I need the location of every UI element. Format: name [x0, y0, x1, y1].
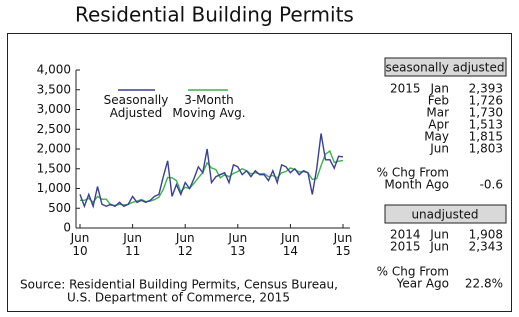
row-month: Jun: [429, 228, 449, 242]
row-value: 2,343: [469, 240, 503, 254]
y-tick-label: 500: [48, 201, 71, 215]
x-tick-label: Jun 14: [280, 231, 300, 258]
y-tick-label: 1,000: [37, 181, 71, 195]
change-label: Month Ago: [384, 178, 449, 192]
change-value: -0.6: [480, 178, 503, 192]
x-tick-label: Jun 12: [175, 231, 195, 258]
row-month: Jun: [429, 142, 449, 156]
un-header: unadjusted: [411, 208, 478, 222]
y-tick-label: 3,000: [37, 102, 71, 116]
change-value: 22.8%: [465, 277, 503, 291]
frame: [7, 33, 512, 312]
x-tick-label: Jun 11: [122, 231, 142, 258]
row-year: 2015: [390, 240, 421, 254]
row-month: May: [424, 130, 449, 144]
y-tick-label: 0: [63, 221, 71, 235]
row-month: Jun: [429, 240, 449, 254]
row-year: 2015: [390, 82, 421, 96]
x-tick-label: Jun 15: [333, 231, 353, 258]
row-month: Mar: [426, 106, 449, 120]
x-tick-label: Jun 10: [70, 231, 90, 258]
row-value: 1,908: [469, 228, 503, 242]
row-month: Apr: [428, 118, 449, 132]
y-tick-label: 2,000: [37, 142, 71, 156]
source: Source: Residential Building Permits, Ce…: [20, 278, 338, 292]
sa-header-box: [384, 57, 507, 77]
change-label: % Chg From: [377, 265, 449, 279]
row-value: 1,803: [469, 142, 503, 156]
change-label: % Chg From: [377, 166, 449, 180]
legend-label: Seasonally Adjusted: [104, 93, 169, 120]
legend-label: 3-Month Moving Avg.: [172, 93, 245, 120]
row-month: Feb: [428, 94, 449, 108]
series-line: [79, 133, 344, 209]
change-label: Year Ago: [396, 277, 449, 291]
chart-title: Residential Building Permits: [75, 3, 354, 27]
y-tick-label: 3,500: [37, 82, 71, 96]
sa-header: seasonally adjusted: [386, 61, 505, 75]
y-tick-label: 2,500: [37, 122, 71, 136]
un-header-box: [384, 204, 507, 224]
y-tick-label: 1,500: [37, 161, 71, 175]
y-tick-label: 4,000: [37, 63, 71, 77]
row-month: Jan: [430, 82, 450, 96]
row-value: 1,815: [469, 130, 503, 144]
x-tick-label: Jun 13: [227, 231, 247, 258]
row-value: 2,393: [469, 82, 503, 96]
row-value: 1,513: [469, 118, 503, 132]
row-value: 1,726: [469, 94, 503, 108]
source: U.S. Department of Commerce, 2015: [67, 291, 290, 305]
row-value: 1,730: [469, 106, 503, 120]
series-line: [80, 149, 344, 207]
row-year: 2014: [390, 228, 421, 242]
